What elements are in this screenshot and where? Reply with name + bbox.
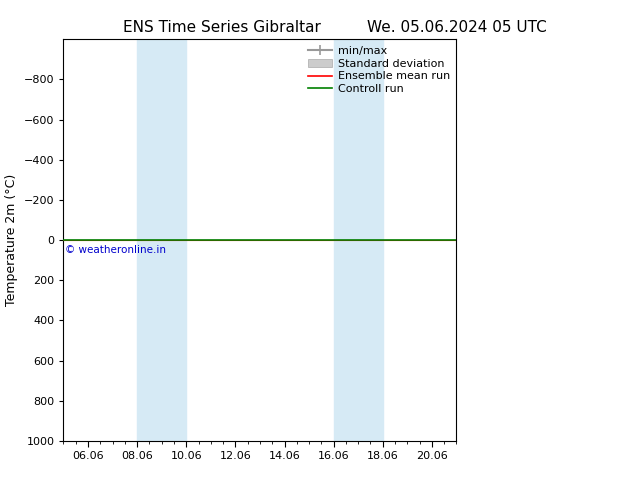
Text: We. 05.06.2024 05 UTC: We. 05.06.2024 05 UTC bbox=[366, 20, 547, 35]
Legend: min/max, Standard deviation, Ensemble mean run, Controll run: min/max, Standard deviation, Ensemble me… bbox=[303, 42, 454, 98]
Y-axis label: Temperature 2m (°C): Temperature 2m (°C) bbox=[5, 174, 18, 306]
Text: ENS Time Series Gibraltar: ENS Time Series Gibraltar bbox=[123, 20, 321, 35]
Text: © weatheronline.in: © weatheronline.in bbox=[65, 245, 165, 255]
Bar bbox=[333, 39, 383, 441]
Bar bbox=[137, 39, 186, 441]
